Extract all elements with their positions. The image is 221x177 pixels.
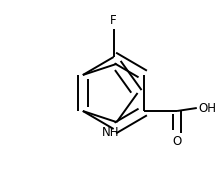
Text: O: O	[172, 135, 182, 148]
Text: NH: NH	[102, 126, 120, 139]
Text: OH: OH	[199, 101, 217, 115]
Text: F: F	[110, 14, 117, 27]
